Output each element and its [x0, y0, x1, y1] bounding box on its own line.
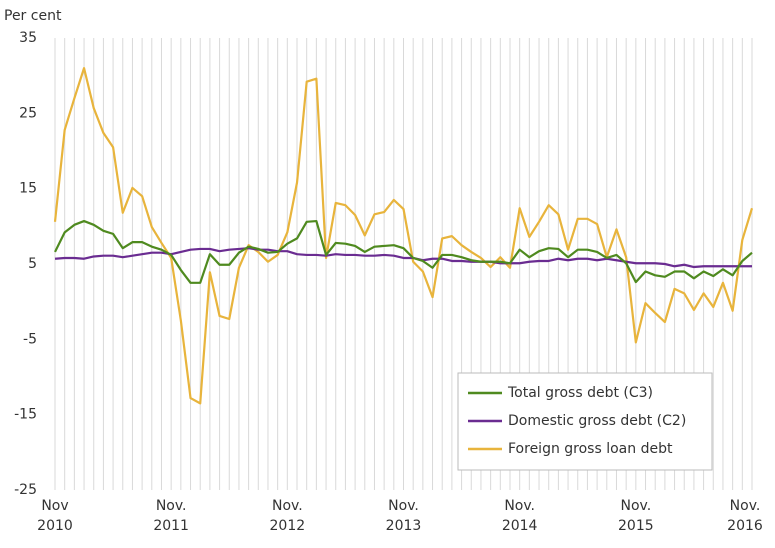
y-tick-label: -25 [14, 482, 37, 498]
x-tick-label: Nov. 2016 [727, 498, 763, 534]
y-tick-label: 15 [19, 181, 37, 197]
y-tick-label: 25 [19, 105, 37, 121]
legend-label: Total gross debt (C3) [507, 385, 653, 401]
y-tick-label: -5 [23, 331, 37, 347]
series-line [54, 219, 753, 284]
legend-label: Domestic gross debt (C2) [508, 413, 686, 429]
legend: Total gross debt (C3) Domestic gross debt… [457, 372, 713, 471]
y-axis-label: Per cent [4, 8, 62, 24]
y-tick-label: 35 [19, 30, 37, 46]
x-tick-label: Nov 2010 [37, 498, 73, 534]
legend-label: Foreign gross loan debt [508, 441, 673, 457]
x-tick-label: Nov. 2011 [153, 498, 189, 534]
series-line [53, 67, 754, 405]
x-tick-label: Nov. 2013 [385, 498, 422, 534]
y-tick-label: 5 [28, 256, 37, 272]
x-tick-label: Nov. 2012 [269, 498, 306, 534]
x-tick-label: Nov. 2015 [618, 498, 654, 534]
x-tick-label: Nov. 2014 [501, 498, 538, 534]
y-tick-label: -15 [14, 407, 37, 423]
